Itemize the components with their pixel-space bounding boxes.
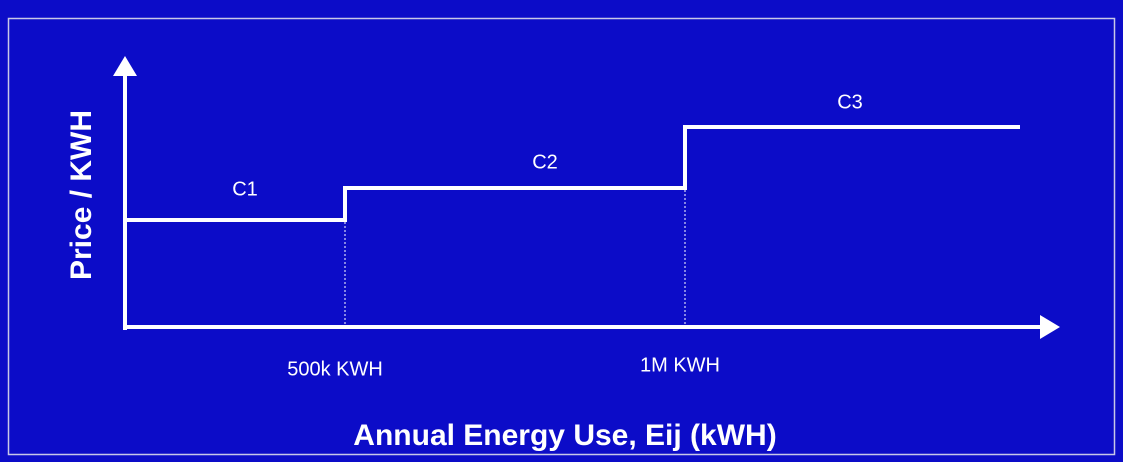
threshold-label: 1M KWH	[640, 354, 720, 376]
threshold-label: 500k KWH	[287, 358, 383, 380]
frame	[7, 17, 1116, 456]
tier-label: C1	[232, 178, 258, 200]
tier-label: C2	[532, 151, 558, 173]
tier-label: C3	[837, 91, 863, 113]
y-axis-title: Price / KWH	[65, 110, 98, 280]
y-axis-arrow	[113, 56, 137, 76]
x-axis-arrow	[1040, 315, 1060, 339]
price-step-line	[125, 125, 1020, 222]
x-axis-title: Annual Energy Use, Eij (kWH)	[353, 419, 776, 452]
